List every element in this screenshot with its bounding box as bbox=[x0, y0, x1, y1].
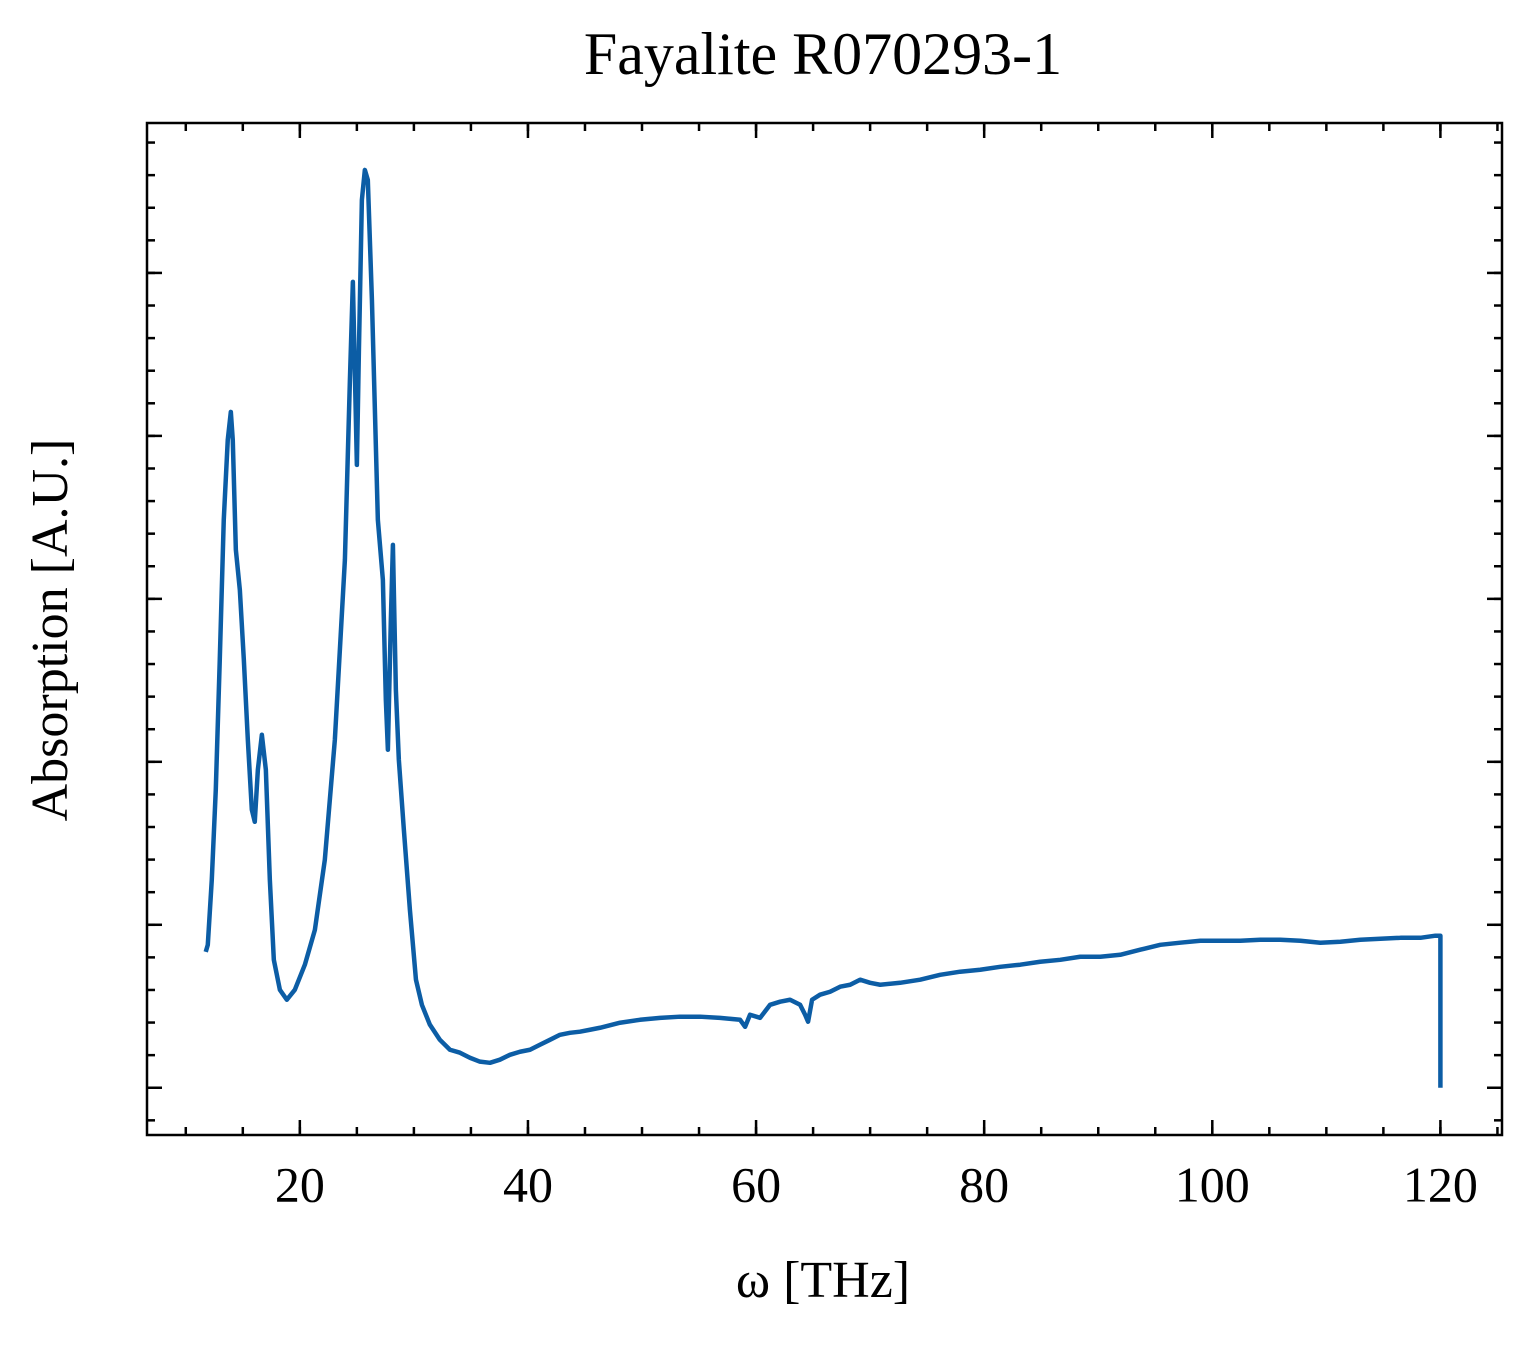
x-tick-label: 80 bbox=[959, 1156, 1009, 1212]
plot-frame bbox=[145, 121, 1504, 1137]
data-line bbox=[203, 167, 1443, 1088]
y-axis-label: Absorption [A.U.] bbox=[22, 439, 79, 822]
x-tick-label: 100 bbox=[1175, 1156, 1250, 1212]
x-tick-label: 20 bbox=[275, 1156, 325, 1212]
x-tick-label: 40 bbox=[503, 1156, 553, 1212]
x-tick-label: 120 bbox=[1403, 1156, 1478, 1212]
x-tick-label: 60 bbox=[731, 1156, 781, 1212]
x-axis-label: ω [THz] bbox=[736, 1252, 910, 1309]
chart-title: Fayalite R070293-1 bbox=[584, 21, 1062, 87]
